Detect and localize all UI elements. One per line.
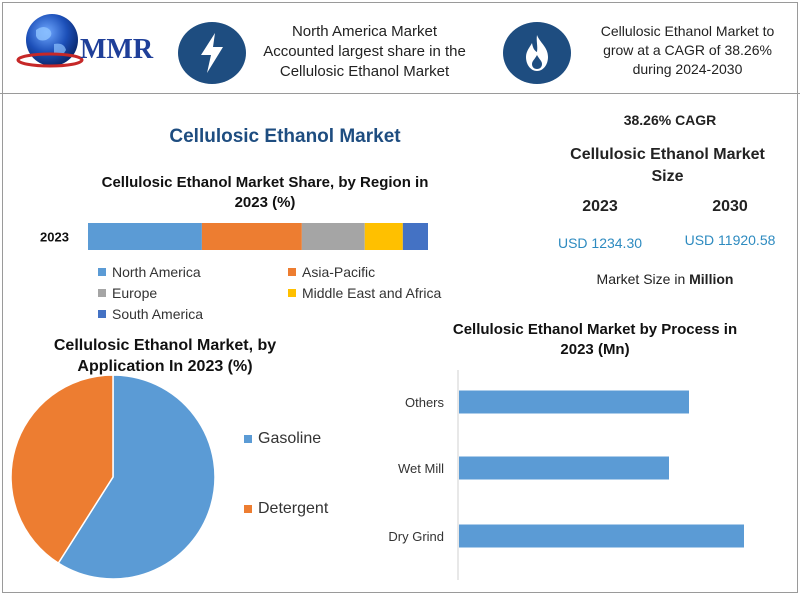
lightning-icon xyxy=(178,22,246,84)
header-right-text: Cellulosic Ethanol Market to grow at a C… xyxy=(580,22,795,79)
region-segment-middle-east-and-africa xyxy=(364,223,403,250)
legend-label: North America xyxy=(112,264,201,280)
process-chart-title: Cellulosic Ethanol Market by Process in … xyxy=(430,320,760,360)
legend-label: Asia-Pacific xyxy=(302,264,376,280)
process-bar-chart: Others Wet Mill Dry Grind xyxy=(388,370,744,580)
main-title: Cellulosic Ethanol Market xyxy=(169,126,401,147)
cagr-label: 38.26% CAGR xyxy=(623,112,717,128)
legend-item-asia-pacific: Asia-Pacific xyxy=(288,264,375,280)
logo-text: MMR xyxy=(80,34,154,65)
legend-swatch xyxy=(98,289,106,297)
header-center-text: North America Market Accounted largest s… xyxy=(252,22,477,82)
legend-swatch xyxy=(288,289,296,297)
legend-label: Middle East and Africa xyxy=(302,285,442,301)
legend-item-north-america: North America xyxy=(98,264,201,280)
legend-swatch xyxy=(244,505,252,513)
region-category-label: 2023 xyxy=(40,230,69,245)
application-chart-title: Cellulosic Ethanol Market, by Applicatio… xyxy=(20,335,310,377)
unit-bold: Million xyxy=(689,271,734,287)
legend-item-europe: Europe xyxy=(98,285,157,301)
header: MMR North America Market Accounted large… xyxy=(0,0,800,94)
region-title-line: Cellulosic Ethanol Market Share, by Regi… xyxy=(101,174,429,191)
legend-item-middle-east-and-africa: Middle East and Africa xyxy=(288,285,441,301)
header-right-line: grow at a CAGR of 38.26% xyxy=(603,42,772,58)
legend-label: Europe xyxy=(112,285,158,301)
header-right-line: Cellulosic Ethanol Market to xyxy=(600,23,775,39)
legend-item-gasoline: Gasoline xyxy=(244,430,321,448)
region-chart-title: Cellulosic Ethanol Market Share, by Regi… xyxy=(70,173,460,213)
market-size-title-line: Size xyxy=(651,168,684,185)
pie-slice-gasoline xyxy=(57,374,216,580)
process-category-label: Others xyxy=(405,395,445,410)
header-center-line: Cellulosic Ethanol Market xyxy=(279,63,450,80)
application-pie-chart xyxy=(10,374,216,580)
process-title-line: 2023 (Mn) xyxy=(560,341,630,358)
region-stacked-bar-chart: 2023 xyxy=(40,223,428,250)
market-size-unit: Market Size in Million xyxy=(560,271,770,287)
process-bar-dry-grind xyxy=(459,524,744,548)
legend-item-south-america: South America xyxy=(98,306,203,322)
region-segment-europe xyxy=(301,223,365,250)
value-2030: USD 11920.58 xyxy=(684,232,776,248)
market-size-title: Cellulosic Ethanol Market Size xyxy=(555,144,780,188)
year-2030-label: 2030 xyxy=(712,198,748,215)
process-bar-wet-mill xyxy=(459,456,669,480)
legend-swatch xyxy=(98,268,106,276)
legend-label: South America xyxy=(112,306,204,322)
legend-swatch xyxy=(98,310,106,318)
legend-label: Detergent xyxy=(258,500,329,517)
region-title-line: 2023 (%) xyxy=(234,194,296,211)
pie-slice-detergent xyxy=(10,374,114,565)
mmr-logo: MMR xyxy=(10,10,160,80)
unit-prefix: Market Size in xyxy=(596,271,690,287)
legend-item-detergent: Detergent xyxy=(244,500,328,518)
process-bar-others xyxy=(459,390,689,414)
legend-label: Gasoline xyxy=(258,430,322,447)
globe-icon xyxy=(16,14,84,68)
legend-swatch xyxy=(244,435,252,443)
header-center-line: Accounted largest share in the xyxy=(263,43,466,60)
legend-swatch xyxy=(288,268,296,276)
value-2023: USD 1234.30 xyxy=(557,235,643,251)
flame-icon xyxy=(503,22,571,84)
year-2023-label: 2023 xyxy=(582,198,618,215)
region-segment-north-america xyxy=(88,223,202,250)
process-category-label: Wet Mill xyxy=(398,461,444,476)
region-segment-south-america xyxy=(402,223,428,250)
application-title-line: Application In 2023 (%) xyxy=(77,358,253,375)
application-title-line: Cellulosic Ethanol Market, by xyxy=(53,337,277,354)
region-segment-asia-pacific xyxy=(201,223,302,250)
process-title-line: Cellulosic Ethanol Market by Process in xyxy=(452,321,738,338)
header-right-line: during 2024-2030 xyxy=(632,61,743,77)
market-size-title-line: Cellulosic Ethanol Market xyxy=(570,146,765,163)
process-category-label: Dry Grind xyxy=(388,529,444,544)
header-center-line: North America Market xyxy=(291,23,438,40)
